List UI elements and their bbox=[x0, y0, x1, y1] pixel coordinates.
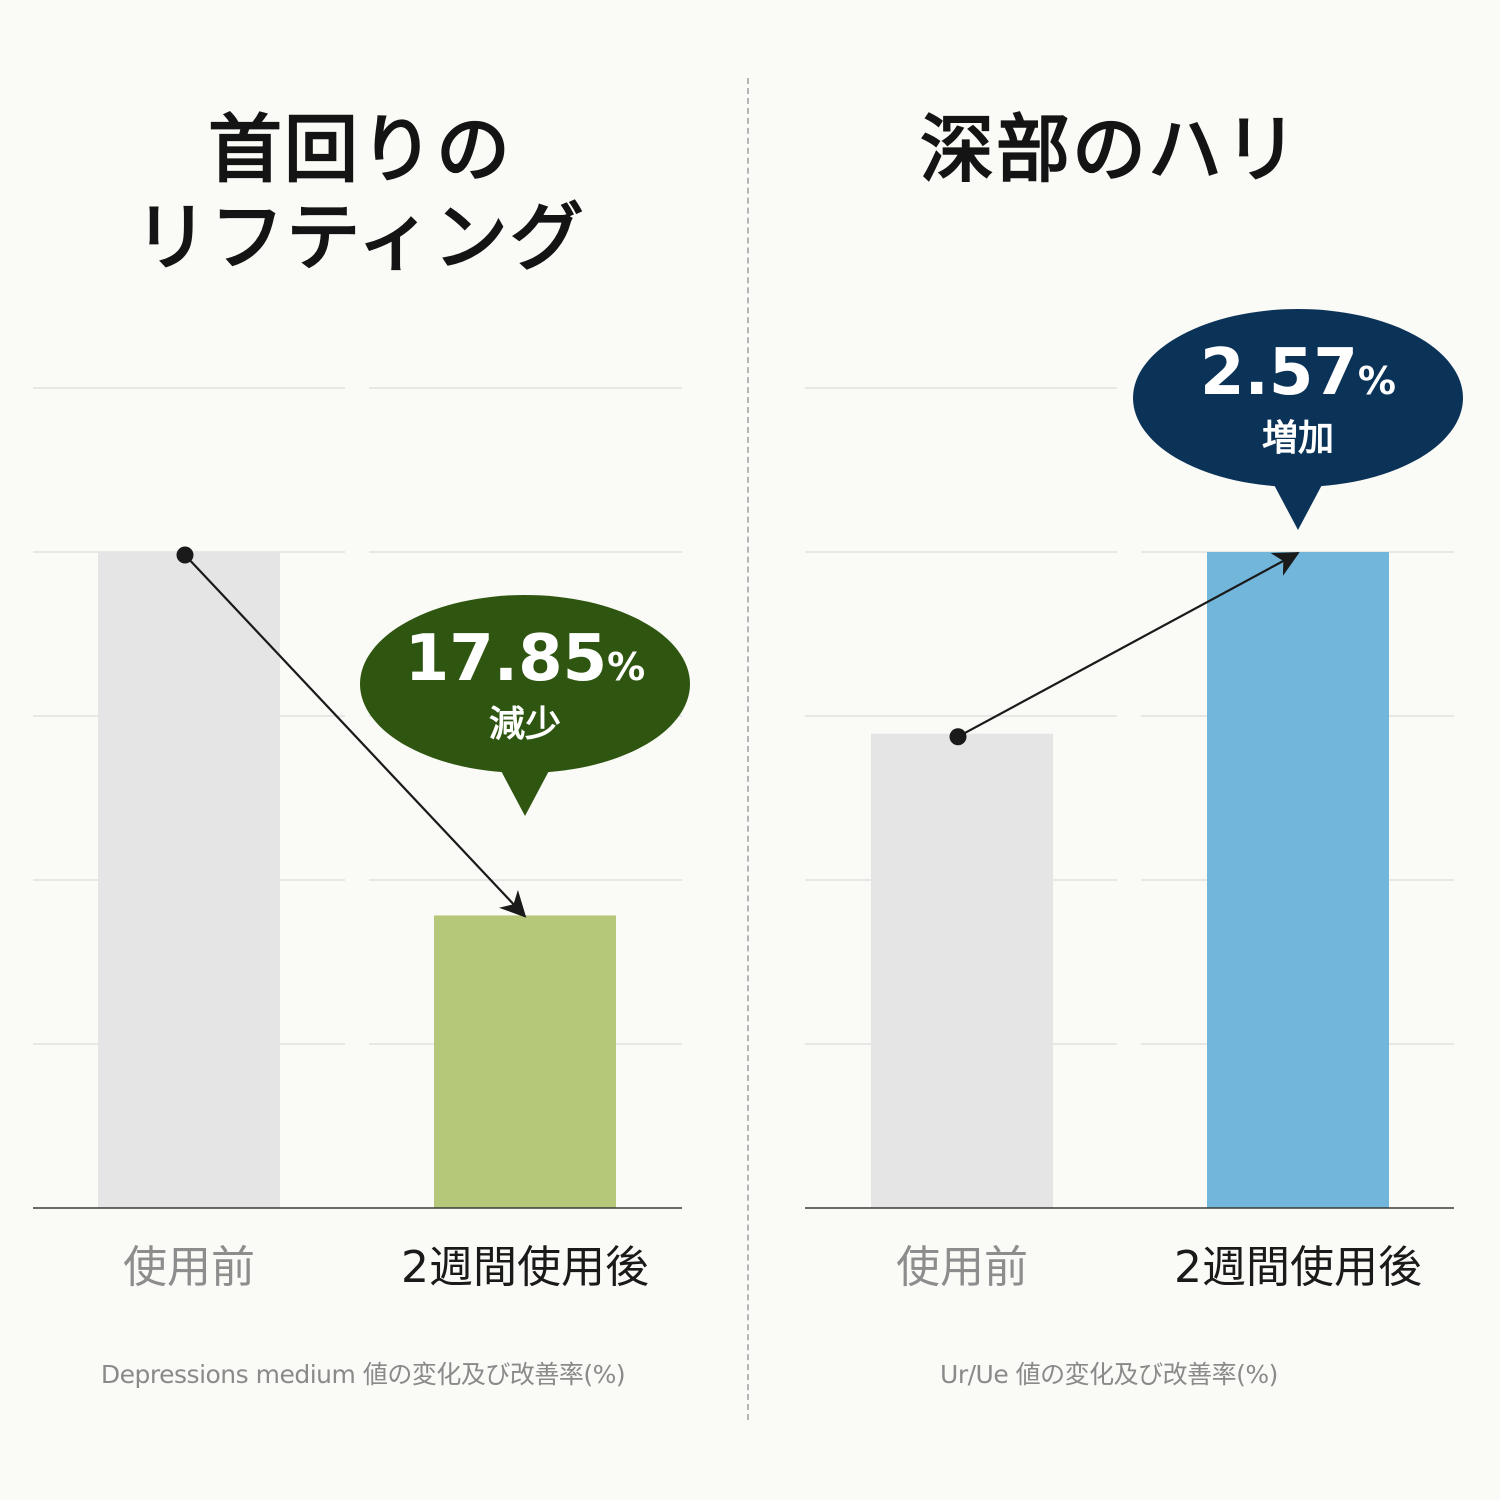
callout-unit: % bbox=[1358, 359, 1396, 403]
callout-bubble: 2.57% 増加 bbox=[1133, 309, 1463, 530]
bar-after bbox=[1207, 552, 1389, 1208]
bar-chart: 使用前 2週間使用後 2.57% 増加 bbox=[805, 309, 1463, 1293]
trend-start-dot bbox=[949, 728, 967, 746]
trend-arrow bbox=[957, 552, 1300, 738]
callout-label: 減少 bbox=[489, 704, 561, 745]
bar-before bbox=[871, 733, 1053, 1208]
bar-before bbox=[98, 552, 280, 1208]
chart-caption: Depressions medium 値の変化及び改善率(%) bbox=[100, 1360, 626, 1389]
callout-number: 17.85 bbox=[405, 622, 607, 696]
callout-number: 2.57 bbox=[1200, 336, 1358, 410]
category-label: 使用前 bbox=[896, 1242, 1028, 1293]
callout-shape bbox=[360, 595, 690, 773]
category-label: 2週間使用後 bbox=[401, 1242, 649, 1293]
chart-panel-neck-lifting: 首回りの リフティング 使用前 2週間使用後 17.85% 減少 Depression… bbox=[0, 106, 720, 1389]
chart-panel-deep-firmness: 深部のハリ 使用前 2週間使用後 2.57% 増加 Ur/Ue 値の変化及び改善率(%… bbox=[750, 0, 1500, 1500]
callout-label: 増加 bbox=[1262, 418, 1334, 459]
trend-start-dot bbox=[176, 546, 194, 564]
callout-value: 17.85% bbox=[405, 622, 646, 696]
callout-pointer bbox=[1272, 481, 1324, 530]
callout-pointer bbox=[499, 767, 551, 816]
trend-arrow bbox=[184, 554, 527, 918]
callout-value: 2.57% bbox=[1200, 336, 1396, 410]
title-line-2: リフティング bbox=[134, 195, 586, 281]
chart-title: 深部のハリ bbox=[730, 106, 1490, 194]
title-line-1: 首回りの bbox=[208, 107, 512, 193]
bar-after bbox=[434, 915, 616, 1208]
title-line-1: 深部のハリ bbox=[920, 107, 1300, 193]
category-label: 2週間使用後 bbox=[1174, 1242, 1422, 1293]
bar-chart: 使用前 2週間使用後 17.85% 減少 bbox=[33, 387, 690, 1293]
callout-unit: % bbox=[607, 645, 645, 689]
category-label: 使用前 bbox=[123, 1242, 255, 1293]
callout-bubble: 17.85% 減少 bbox=[360, 595, 690, 816]
chart-title: 首回りの リフティング bbox=[0, 106, 720, 282]
callout-shape bbox=[1133, 309, 1463, 487]
panel-divider bbox=[747, 78, 749, 1420]
chart-caption: Ur/Ue 値の変化及び改善率(%) bbox=[940, 1360, 1278, 1389]
